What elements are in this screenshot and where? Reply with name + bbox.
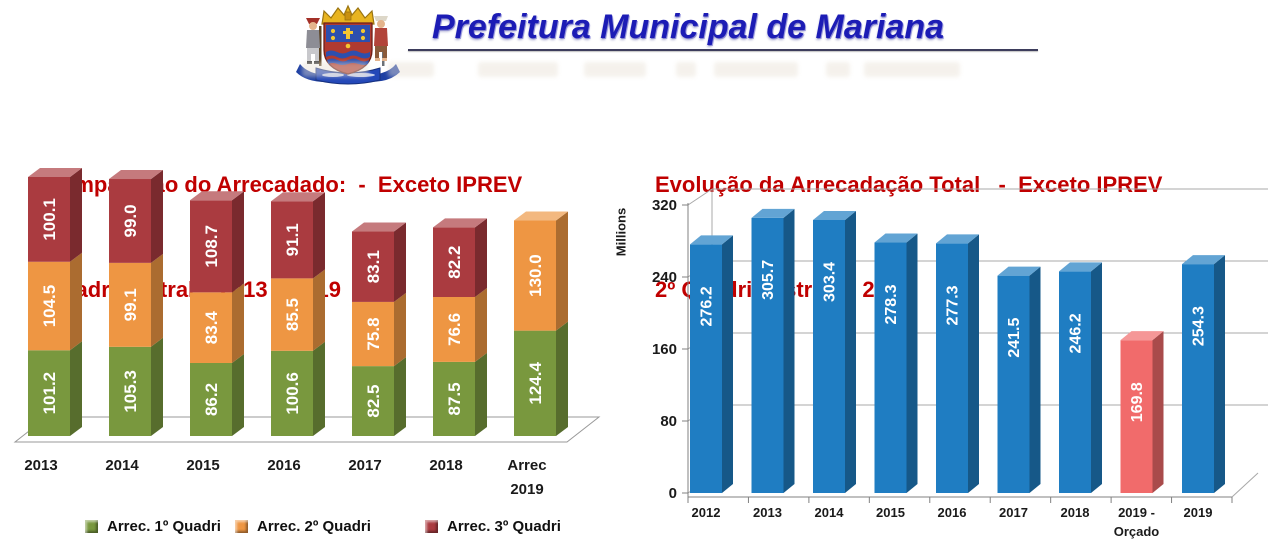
svg-text:80: 80 — [660, 413, 677, 430]
svg-text:99.1: 99.1 — [121, 288, 140, 321]
legend-label-quadri-3: Arrec. 3º Quadri — [447, 517, 561, 535]
svg-text:254.3: 254.3 — [1191, 306, 1208, 346]
legend-item-quadri-3: Arrec. 3º Quadri — [425, 517, 561, 535]
city-coat-of-arms-logo — [296, 4, 400, 85]
svg-text:2019: 2019 — [1184, 505, 1213, 520]
svg-text:2017: 2017 — [999, 505, 1028, 520]
bar-chart: 0 80 160 240 320 Millions 276.2 2012 305.7 2013 30… — [614, 188, 1268, 539]
svg-text:99.0: 99.0 — [121, 204, 140, 237]
svg-text:2012: 2012 — [692, 505, 721, 520]
svg-text:320: 320 — [652, 197, 677, 214]
svg-text:130.0: 130.0 — [526, 254, 545, 297]
svg-text:2017: 2017 — [348, 457, 381, 474]
svg-text:91.1: 91.1 — [283, 223, 302, 256]
svg-text:124.4: 124.4 — [526, 362, 545, 405]
ghost-text-block — [676, 62, 696, 77]
legend-marker-quadri-1 — [85, 519, 98, 533]
left-figure — [306, 18, 322, 66]
bar-2013: 305.7 — [751, 208, 795, 493]
svg-text:105.3: 105.3 — [121, 370, 140, 413]
svg-text:76.6: 76.6 — [445, 313, 464, 346]
svg-text:305.7: 305.7 — [760, 260, 777, 300]
ghost-text-block — [826, 62, 850, 77]
svg-text:241.5: 241.5 — [1006, 318, 1023, 358]
ghost-text-block — [714, 62, 798, 77]
svg-text:86.2: 86.2 — [202, 383, 221, 416]
header-divider — [408, 49, 1038, 51]
right-figure — [374, 16, 388, 66]
bar-2019: 254.3 — [1182, 255, 1225, 493]
svg-text:240: 240 — [652, 269, 677, 286]
svg-text:160: 160 — [652, 341, 677, 358]
bar-2017: 82.5 75.8 83.1 — [352, 222, 406, 436]
ghost-text-block — [584, 62, 646, 77]
svg-text:2015: 2015 — [186, 457, 219, 474]
bar-2018: 87.5 76.6 82.2 — [433, 218, 487, 436]
svg-text:2013: 2013 — [753, 505, 782, 520]
svg-text:2018: 2018 — [429, 457, 462, 474]
svg-text:278.3: 278.3 — [883, 284, 900, 324]
svg-text:0: 0 — [669, 485, 677, 502]
bar-2016: 277.3 — [936, 234, 979, 493]
svg-text:2019: 2019 — [510, 481, 543, 498]
bar-2013: 101.2 104.5 100.1 — [28, 167, 82, 436]
svg-text:Arrec: Arrec — [507, 457, 546, 474]
svg-text:246.2: 246.2 — [1068, 313, 1085, 353]
svg-text:75.8: 75.8 — [364, 317, 383, 350]
svg-text:2014: 2014 — [105, 457, 139, 474]
svg-text:82.2: 82.2 — [445, 246, 464, 279]
bar-2015: 86.2 83.4 108.7 — [190, 191, 244, 436]
svg-text:2016: 2016 — [938, 505, 967, 520]
bar-2015: 278.3 — [874, 233, 918, 493]
legend-label-quadri-2: Arrec. 2º Quadri — [257, 517, 371, 535]
bar-2019 --Orçado: 169.8 — [1120, 331, 1164, 493]
bar-2016: 100.6 85.5 91.1 — [271, 192, 325, 436]
svg-text:2015: 2015 — [876, 505, 905, 520]
svg-text:2019 -: 2019 - — [1118, 505, 1155, 520]
legend-marker-quadri-2 — [235, 519, 248, 533]
svg-text:Millions: Millions — [614, 208, 629, 256]
right-chart-title-line1: Evolução da Arrecadação Total - Exceto I… — [655, 172, 1163, 197]
svg-text:169.8: 169.8 — [1129, 382, 1146, 422]
svg-text:Orçado: Orçado — [1114, 524, 1160, 539]
svg-text:83.1: 83.1 — [364, 250, 383, 283]
svg-text:100.6: 100.6 — [283, 372, 302, 415]
ghost-text-block — [864, 62, 960, 77]
ghost-text-block — [478, 62, 558, 77]
svg-text:2016: 2016 — [267, 457, 300, 474]
stacked-bar-chart: 101.2 104.5 100.1 2013 105.3 99.1 99.0 2014 86.2… — [13, 167, 601, 498]
svg-text:82.5: 82.5 — [364, 385, 383, 418]
svg-text:87.5: 87.5 — [445, 382, 464, 415]
svg-text:108.7: 108.7 — [202, 225, 221, 268]
page-title: Prefeitura Municipal de Mariana — [432, 8, 945, 46]
bar-Arrec-2019: 124.4 130.0 — [514, 211, 568, 436]
ghost-text-block — [302, 62, 368, 77]
legend-marker-quadri-3 — [425, 519, 438, 533]
svg-text:2018: 2018 — [1061, 505, 1090, 520]
legend-item-quadri-1: Arrec. 1º Quadri — [85, 517, 221, 535]
svg-text:2013: 2013 — [24, 457, 57, 474]
bar-2017: 241.5 — [997, 266, 1041, 493]
svg-text:303.4: 303.4 — [822, 262, 839, 302]
bar-2014: 303.4 — [813, 210, 856, 493]
svg-text:83.4: 83.4 — [202, 311, 221, 345]
svg-text:104.5: 104.5 — [40, 285, 59, 328]
bar-2018: 246.2 — [1059, 262, 1102, 493]
svg-text:277.3: 277.3 — [945, 285, 962, 325]
svg-text:101.2: 101.2 — [40, 372, 59, 415]
bar-2014: 105.3 99.1 99.0 — [109, 170, 163, 436]
svg-text:100.1: 100.1 — [40, 198, 59, 241]
legend-item-quadri-2: Arrec. 2º Quadri — [235, 517, 371, 535]
ghost-text-block — [388, 62, 434, 77]
svg-text:85.5: 85.5 — [283, 298, 302, 331]
legend-label-quadri-1: Arrec. 1º Quadri — [107, 517, 221, 535]
bar-2012: 276.2 — [690, 235, 733, 494]
svg-text:2014: 2014 — [815, 505, 845, 520]
svg-text:276.2: 276.2 — [699, 286, 716, 326]
